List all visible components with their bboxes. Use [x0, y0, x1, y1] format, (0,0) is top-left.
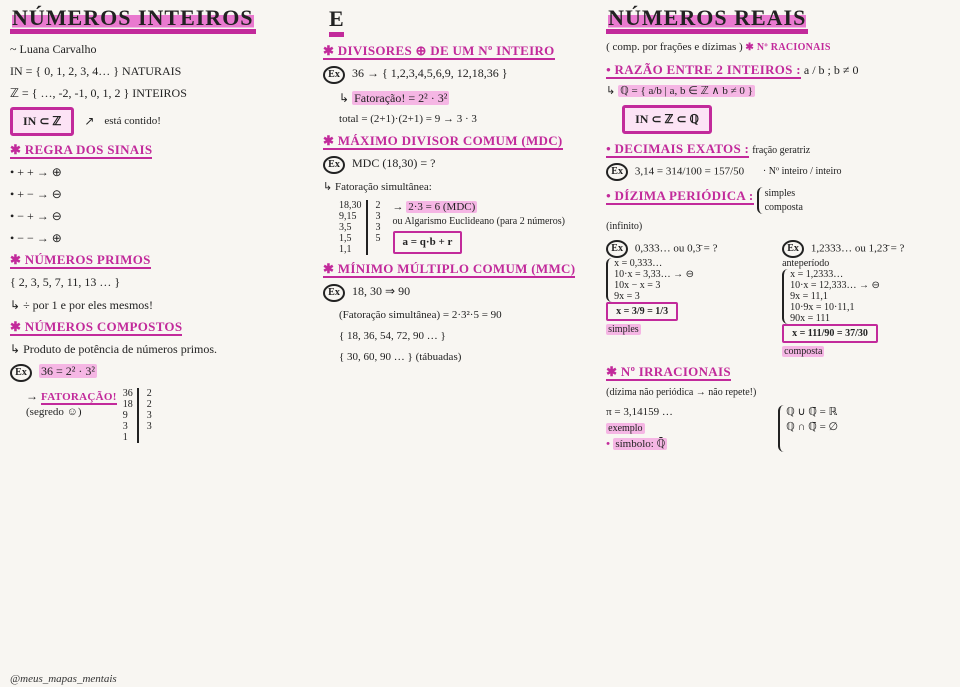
mmc-fat: (Fatoração simultânea) = 2·3²·5 = 90 [339, 308, 592, 323]
page-title-right: NÚMEROS REAIS [606, 6, 950, 34]
razao-frac: a / b ; b ≠ 0 [804, 63, 859, 77]
example-badge-icon: Ex [606, 240, 628, 258]
signal-row-3: • − + → ⊖ [10, 208, 309, 224]
section-dizima: Dízima Periódica : [606, 188, 753, 205]
section-razao: Razão entre 2 inteiros : [606, 62, 801, 79]
pi-example-tag: exemplo [606, 423, 644, 434]
pi-example: π = 3,14159 … [606, 405, 770, 420]
section-decimais-exatos: Decimais Exatos : [606, 141, 749, 158]
mmc-set-1: { 18, 36, 54, 72, 90 … } [339, 329, 592, 344]
subset-box: IN ⊂ ℤ [10, 107, 74, 135]
mmc-example: Ex 18, 30 ⇒ 90 [323, 283, 592, 302]
dizima-simple-steps: x = 0,333… 10·x = 3,33… → ⊖ 10x − x = 3 … [606, 258, 774, 302]
dizima-tag-composta: composta [765, 201, 803, 215]
razao-set: ℚ = { a/b | a, b ∈ ℤ ∧ b ≠ 0 } [606, 84, 950, 99]
subset-note: está contido! [104, 114, 161, 129]
euclid-box: a = q·b + r [393, 231, 463, 254]
mdc-result: 2·3 = 6 (MDC) [406, 201, 477, 213]
dizima-tag-simples: simples [765, 187, 803, 201]
dizima-simple-ex: Ex 0,333… ou 0,3̄ = ? [606, 240, 774, 258]
primes-note: ÷ por 1 e por eles mesmos! [10, 297, 309, 313]
mdc-note: Fatoração simultânea: [323, 180, 592, 195]
decex-note: · Nº inteiro / inteiro [763, 166, 842, 177]
dizima-simple-tag: simples [606, 324, 641, 335]
dizima-comp-ex: Ex 1,2333… ou 1,23̄ = ? [782, 240, 950, 258]
section-composites: Números Compostos [10, 319, 182, 336]
irr-symbol: símbolo: ℚ̄ [613, 438, 667, 450]
divisors-example: Ex 36 → { 1,2,3,4,5,6,9, 12,18,36 } [323, 65, 592, 84]
factor-table: 36 18 9 3 1 2 2 3 3 [123, 388, 152, 443]
primes-set: { 2, 3, 5, 7, 11, 13 … } [10, 274, 309, 290]
fat-hint: (segredo ☺) [26, 405, 117, 420]
inteiro-def: ℤ = { …, -2, -1, 0, 1, 2 } INTEIROS [10, 85, 309, 101]
example-badge-icon: Ex [10, 364, 32, 382]
set-relations: ℚ ∪ ℚ̄ = ℝ ℚ ∩ ℚ̄ = ∅ [778, 405, 950, 452]
section-divisors: Divisores ⊕ de um Nº inteiro [323, 43, 555, 60]
subset-chain-box: IN ⊂ ℤ ⊂ ℚ [622, 105, 712, 133]
section-signals: Regra dos Sinais [10, 142, 152, 159]
dizima-sub: (infinito) [606, 220, 950, 234]
composites-note: Produto de potência de números primos. [10, 341, 309, 357]
footer-handle: @meus_mapas_mentais [10, 673, 117, 685]
example-badge-icon: Ex [323, 156, 345, 174]
dizima-comp-tag: composta [782, 346, 824, 357]
author-line: ~ Luana Carvalho [10, 42, 309, 57]
decex-tag: fração geratriz [752, 145, 810, 156]
example-badge-icon: Ex [323, 66, 345, 84]
arrow-note-icon: ↗ [84, 113, 94, 129]
mmc-set-2: { 30, 60, 90 … } (tábuadas) [339, 350, 592, 365]
irracionais-note: (dízima não periódica → não repete!) [606, 386, 950, 400]
example-badge-icon: Ex [782, 240, 804, 258]
dizima-comp-result: x = 111/90 = 37/30 [782, 324, 878, 343]
natural-def: IN = { 0, 1, 2, 3, 4… } NATURAIS [10, 63, 309, 79]
mdc-example: Ex MDC (18,30) = ? [323, 155, 592, 174]
section-mdc: Máximo divisor comum (MDC) [323, 133, 563, 150]
example-badge-icon: Ex [323, 284, 345, 302]
signal-row-1: • + + → ⊕ [10, 164, 309, 180]
page-title-left: NÚMEROS INTEIROS [10, 6, 309, 34]
fat-label: Fatoração! [41, 391, 117, 405]
composites-example: Ex 36 = 2² · 3² [10, 363, 309, 382]
mdc-alt: ou Algarismo Euclideano (para 2 números) [393, 215, 565, 229]
mdc-table: 18,30 9,15 3,5 1,5 1,1 2 3 3 5 [339, 200, 381, 255]
section-irracionais: Nº Irracionais [606, 364, 731, 381]
decex-example: Ex 3,14 = 314/100 = 157/50 · Nº inteiro … [606, 163, 950, 181]
section-mmc: Mínimo múltiplo comum (MMC) [323, 261, 575, 278]
title-conjunction: E [329, 6, 344, 37]
signal-row-2: • + − → ⊖ [10, 186, 309, 202]
divisors-fat: Fatoração! = 2² · 3² [339, 90, 592, 106]
example-badge-icon: Ex [606, 163, 628, 181]
signal-row-4: • − − → ⊕ [10, 230, 309, 246]
dizima-comp-note: anteperíodo [782, 258, 950, 269]
dizima-comp-steps: x = 1,2333… 10·x = 12,333… → ⊖ 9x = 11,1… [782, 269, 950, 324]
section-primes: Números Primos [10, 252, 151, 269]
divisors-total: total = (2+1)·(2+1) = 9 → 3 · 3 [339, 112, 592, 127]
reais-subtitle: ( comp. por frações e dízimas ) ✱ Nº RAC… [606, 40, 950, 55]
dizima-simple-result: x = 3/9 = 1/3 [606, 302, 678, 321]
